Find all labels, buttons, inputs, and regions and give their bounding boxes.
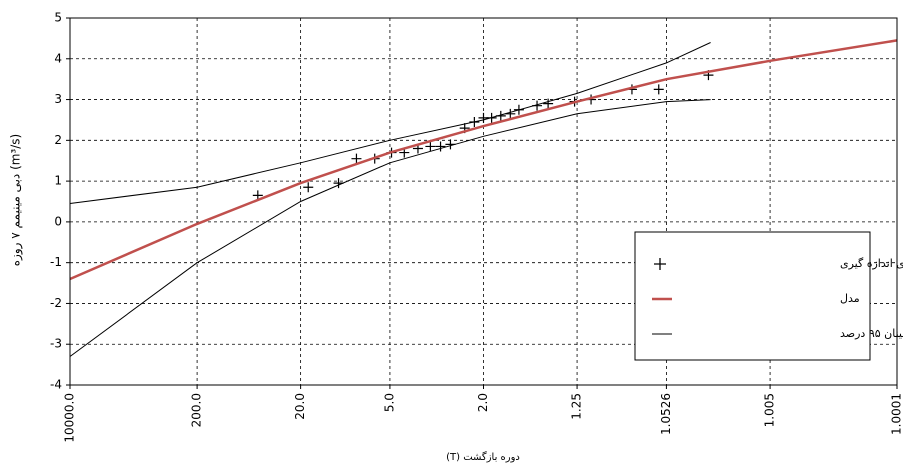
x-tick-label: 200.0 bbox=[190, 393, 204, 427]
legend-label: سطح اطمینان ۹۵ درصد bbox=[840, 327, 903, 340]
legend-label: داده های اندازه گیری bbox=[840, 257, 903, 270]
data-point bbox=[351, 153, 362, 164]
x-tick-label: 20.0 bbox=[293, 393, 307, 420]
y-tick-label: -3 bbox=[50, 337, 62, 351]
series-line bbox=[69, 39, 898, 281]
legend-box bbox=[634, 231, 871, 361]
x-tick-label: 1.005 bbox=[763, 393, 777, 427]
data-point bbox=[653, 84, 664, 95]
data-point bbox=[303, 182, 314, 193]
x-tick-label: 5.0 bbox=[382, 393, 396, 412]
x-tick-label: 2.0 bbox=[476, 393, 490, 412]
data-point bbox=[543, 98, 554, 109]
y-tick-label: 1 bbox=[54, 174, 62, 188]
x-axis-label: (T) دوره بازگشت bbox=[446, 451, 520, 463]
y-tick-label: 4 bbox=[54, 51, 62, 65]
y-tick-label: 0 bbox=[54, 214, 62, 228]
y-tick-label: 5 bbox=[54, 11, 62, 25]
plot-frame bbox=[69, 17, 898, 386]
data-point bbox=[425, 141, 436, 152]
x-tick-label: 1.0001 bbox=[890, 393, 903, 435]
data-point bbox=[505, 108, 516, 119]
y-tick-label: -2 bbox=[50, 296, 62, 310]
legend-symbol bbox=[654, 258, 666, 270]
y-tick-label: -1 bbox=[50, 255, 62, 269]
x-tick-label: 1.0526 bbox=[659, 393, 673, 435]
legend-label: مدل bbox=[840, 292, 860, 305]
y-tick-label: -4 bbox=[50, 378, 62, 392]
y-tick-label: 3 bbox=[54, 92, 62, 106]
y-tick-label: 2 bbox=[54, 133, 62, 147]
series-line bbox=[69, 99, 711, 357]
x-tick-label: 10000.0 bbox=[63, 393, 77, 443]
legend: داده های اندازه گیری مدل سطح اطمینان ۹۵ در… bbox=[634, 231, 903, 361]
data-point bbox=[435, 141, 446, 152]
series-line bbox=[69, 42, 711, 204]
x-tick-label: 1.25 bbox=[570, 393, 584, 420]
y-axis-label: دبی مینیمم ۷ روزه (m³/s) bbox=[9, 134, 24, 266]
